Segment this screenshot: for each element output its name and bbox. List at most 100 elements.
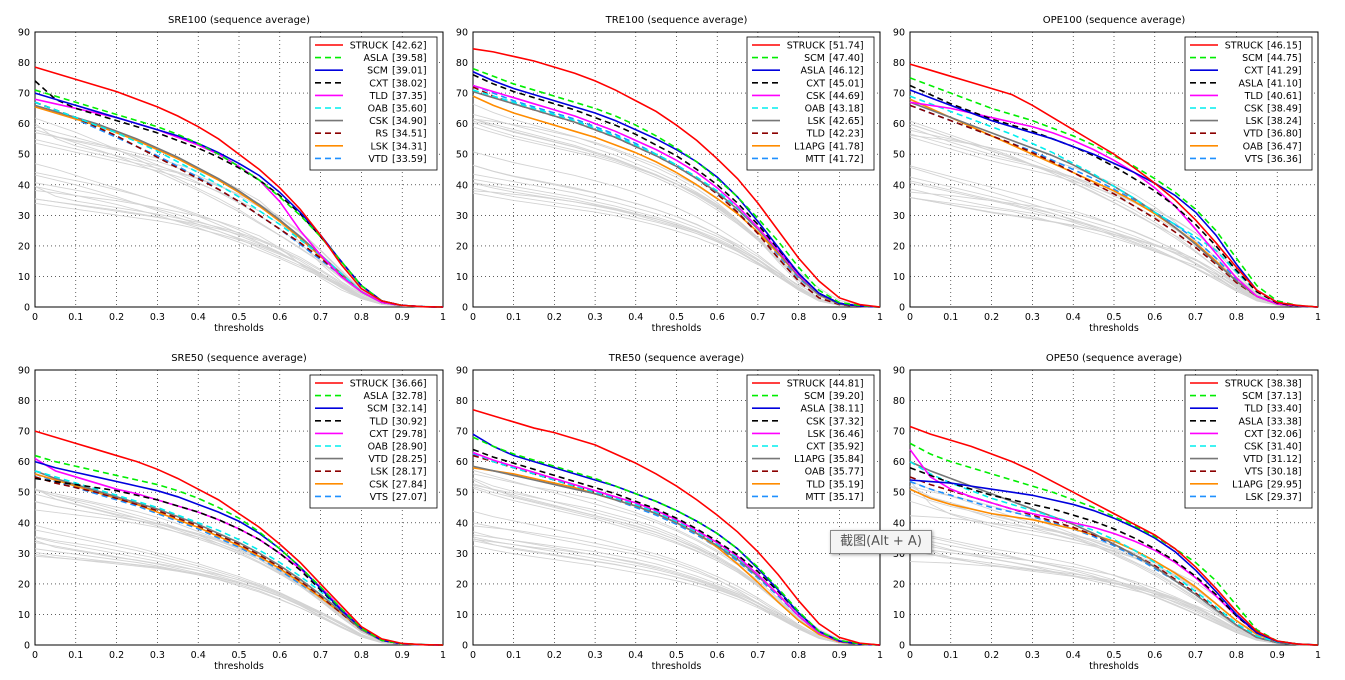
legend-name: VTS	[370, 492, 388, 503]
x-tick-label: 0.9	[1270, 650, 1285, 661]
legend-score: [42.62]	[392, 41, 427, 52]
x-tick-label: 1	[1315, 312, 1321, 323]
legend-score: [32.78]	[392, 391, 427, 402]
legend-name: CXT	[806, 78, 825, 89]
legend-score: [32.06]	[1267, 429, 1302, 440]
legend-name: CXT	[1244, 66, 1263, 77]
y-tick-label: 50	[18, 488, 30, 499]
x-tick-label: 0.9	[395, 312, 410, 323]
y-tick-label: 80	[18, 396, 30, 407]
x-tick-label: 0.6	[710, 650, 725, 661]
legend-score: [42.23]	[829, 129, 864, 140]
x-tick-label: 1	[877, 312, 883, 323]
legend-name: STRUCK	[787, 379, 826, 390]
y-tick-label: 20	[18, 241, 30, 252]
y-tick-label: 40	[893, 180, 905, 191]
legend-score: [35.92]	[829, 442, 864, 453]
series-line-asla	[472, 70, 881, 308]
legend-score: [27.07]	[392, 492, 427, 503]
legend-name: ASLA	[1238, 416, 1263, 427]
series-line-struck	[909, 63, 1319, 308]
x-tick-label: 0.3	[1025, 650, 1040, 661]
series-line-lsk	[909, 480, 1319, 646]
legend-name: L1APG	[794, 141, 825, 152]
background-curve	[472, 469, 881, 646]
y-tick-label: 20	[893, 241, 905, 252]
y-tick-label: 10	[456, 272, 468, 283]
background-curve	[472, 510, 881, 646]
y-tick-label: 20	[456, 579, 468, 590]
x-tick-label: 0.3	[1025, 312, 1040, 323]
legend-name: VTS	[1245, 467, 1263, 478]
legend-name: LSK	[1245, 492, 1263, 503]
legend-name: LSK	[370, 141, 388, 152]
legend-name: OAB	[805, 104, 825, 115]
legend-name: OAB	[368, 104, 388, 115]
y-tick-label: 70	[18, 427, 30, 438]
background-curve	[472, 187, 881, 308]
legend-score: [35.17]	[829, 492, 864, 503]
x-tick-label: 0.1	[506, 312, 521, 323]
chart-title: OPE100 (sequence average)	[1043, 15, 1186, 26]
y-tick-label: 50	[456, 488, 468, 499]
x-tick-label: 0.1	[506, 650, 521, 661]
x-axis-label: thresholds	[214, 661, 264, 672]
x-axis-label: thresholds	[1089, 661, 1139, 672]
x-axis-label: thresholds	[652, 323, 702, 334]
legend-score: [35.77]	[829, 467, 864, 478]
series-line-scm	[34, 92, 444, 308]
y-tick-label: 30	[18, 211, 30, 222]
legend-score: [30.92]	[392, 416, 427, 427]
legend-score: [27.84]	[392, 479, 427, 490]
y-tick-label: 60	[456, 457, 468, 468]
legend-score: [46.15]	[1267, 41, 1302, 52]
series-line-tld	[909, 479, 1319, 646]
x-tick-label: 0	[32, 650, 38, 661]
x-tick-label: 0.2	[547, 650, 562, 661]
background-curve	[472, 522, 881, 646]
x-tick-label: 0.8	[791, 650, 806, 661]
x-tick-label: 0.7	[313, 312, 328, 323]
y-tick-label: 80	[893, 396, 905, 407]
background-curve	[909, 120, 1319, 308]
legend-score: [35.19]	[829, 479, 864, 490]
y-tick-label: 40	[893, 518, 905, 529]
legend-name: VTS	[1245, 154, 1263, 165]
background-curve	[909, 166, 1319, 308]
y-tick-label: 0	[24, 641, 30, 652]
legend-score: [36.46]	[829, 429, 864, 440]
x-tick-label: 0.3	[588, 650, 603, 661]
y-tick-label: 90	[456, 28, 468, 39]
legend-score: [37.35]	[392, 91, 427, 102]
legend-score: [39.01]	[392, 66, 427, 77]
legend-score: [36.80]	[1267, 129, 1302, 140]
x-tick-label: 0.7	[750, 650, 765, 661]
legend-name: STRUCK	[350, 379, 389, 390]
x-tick-label: 0.3	[150, 312, 165, 323]
x-tick-label: 0.4	[628, 312, 643, 323]
x-tick-label: 0	[907, 650, 913, 661]
y-tick-label: 0	[462, 303, 468, 314]
y-tick-label: 60	[893, 119, 905, 130]
chart-title: OPE50 (sequence average)	[1046, 353, 1182, 364]
background-curve	[34, 524, 444, 646]
y-tick-label: 70	[456, 89, 468, 100]
y-tick-label: 90	[18, 366, 30, 377]
legend-score: [29.37]	[1267, 492, 1302, 503]
series-line-struck	[909, 425, 1319, 646]
x-tick-label: 0.8	[1229, 650, 1244, 661]
y-tick-label: 70	[893, 427, 905, 438]
screenshot-tooltip: 截图(Alt + A)	[830, 530, 932, 554]
legend-score: [38.38]	[1267, 379, 1302, 390]
legend-name: CXT	[806, 442, 825, 453]
legend-box	[309, 374, 438, 509]
legend-name: OAB	[805, 467, 825, 478]
legend-name: L1APG	[794, 454, 825, 465]
x-tick-label: 0.2	[547, 312, 562, 323]
legend-name: VTD	[368, 154, 388, 165]
background-curve	[472, 103, 881, 308]
legend-name: CSK	[369, 116, 389, 127]
legend-name: SCM	[804, 53, 825, 64]
background-curve	[909, 165, 1319, 308]
y-tick-label: 40	[18, 180, 30, 191]
